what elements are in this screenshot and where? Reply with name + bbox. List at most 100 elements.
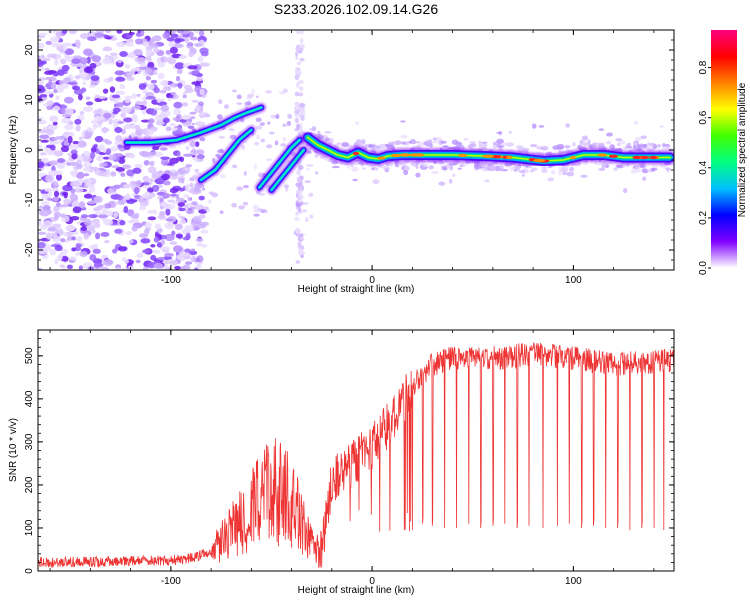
noise-blob (294, 109, 300, 114)
noise-blob (275, 113, 280, 119)
noise-blob (374, 167, 378, 172)
noise-blob (231, 89, 237, 93)
noise-blob (45, 90, 53, 95)
noise-blob (169, 30, 177, 34)
noise-blob (178, 55, 188, 59)
noise-blob (102, 46, 113, 52)
noise-blob (163, 201, 168, 209)
noise-blob (300, 116, 305, 121)
noise-blob (189, 206, 195, 211)
noise-blob (153, 70, 158, 76)
noise-blob (60, 213, 67, 218)
noise-blob (58, 252, 63, 261)
noise-blob (374, 147, 382, 152)
noise-blob (170, 82, 178, 88)
noise-blob (113, 98, 120, 105)
noise-blob (535, 145, 542, 150)
noise-blob (87, 200, 97, 205)
noise-blob (615, 138, 622, 142)
noise-blob (169, 123, 176, 126)
noise-blob (582, 142, 590, 146)
noise-blob (518, 170, 526, 174)
noise-blob (87, 266, 95, 270)
noise-blob (132, 116, 138, 123)
noise-blob (75, 185, 80, 190)
noise-blob (361, 167, 366, 170)
noise-blob (80, 214, 89, 219)
snr-y-tick-label: 200 (24, 476, 35, 493)
noise-blob (538, 125, 545, 128)
noise-blob (297, 165, 304, 171)
noise-blob (169, 157, 179, 164)
noise-blob (243, 170, 247, 176)
noise-blob (378, 165, 387, 168)
noise-blob (297, 242, 302, 247)
noise-blob (146, 55, 152, 63)
noise-blob (304, 180, 312, 183)
colorbar-tick-label: 0.2 (698, 211, 709, 225)
noise-blob (80, 87, 87, 93)
noise-blob (265, 90, 273, 94)
noise-blob (179, 119, 187, 123)
noise-blob (53, 190, 60, 198)
noise-blob (85, 224, 96, 231)
noise-blob (195, 237, 204, 242)
noise-blob (48, 160, 59, 166)
noise-blob (97, 144, 106, 152)
noise-blob (87, 190, 92, 195)
noise-blob (174, 125, 180, 129)
noise-blob (134, 125, 141, 131)
noise-blob (649, 144, 655, 147)
noise-blob (192, 174, 198, 180)
noise-blob (113, 184, 122, 189)
noise-blob (509, 166, 515, 171)
noise-blob (69, 256, 77, 261)
noise-blob (387, 162, 394, 167)
noise-blob (296, 81, 300, 88)
noise-blob (172, 260, 179, 264)
noise-blob (42, 205, 51, 211)
noise-blob (155, 119, 166, 126)
noise-blob (124, 95, 134, 100)
noise-blob (80, 226, 87, 232)
noise-blob (140, 238, 151, 244)
noise-blob (405, 141, 410, 146)
noise-blob (114, 126, 123, 134)
noise-blob (139, 63, 147, 68)
ridge-hotspot (377, 156, 386, 160)
noise-blob (267, 158, 273, 162)
noise-blob (622, 146, 629, 149)
noise-blob (61, 117, 72, 124)
noise-blob (184, 248, 191, 253)
noise-blob (52, 121, 58, 126)
noise-blob (170, 168, 176, 174)
noise-blob (218, 99, 223, 105)
noise-blob (76, 236, 83, 242)
noise-blob (216, 114, 223, 120)
noise-blob (52, 235, 62, 242)
noise-blob (236, 186, 244, 191)
noise-blob (118, 246, 128, 252)
noise-blob (188, 51, 194, 58)
noise-blob (301, 106, 305, 112)
noise-blob (352, 178, 358, 182)
noise-blob (182, 94, 187, 99)
noise-blob (156, 98, 161, 103)
noise-blob (68, 30, 77, 35)
noise-blob (515, 145, 524, 148)
noise-blob (572, 142, 576, 147)
noise-blob (196, 242, 203, 247)
noise-blob (45, 174, 54, 183)
noise-blob (609, 144, 615, 149)
noise-blob (144, 191, 151, 198)
noise-blob (331, 165, 340, 169)
noise-blob (168, 145, 177, 149)
noise-blob (147, 166, 157, 174)
noise-blob (191, 81, 201, 86)
noise-blob (323, 158, 330, 161)
noise-blob (469, 141, 477, 144)
noise-blob (449, 165, 454, 171)
noise-blob (606, 132, 613, 137)
noise-blob (96, 157, 101, 161)
noise-blob (142, 175, 150, 183)
